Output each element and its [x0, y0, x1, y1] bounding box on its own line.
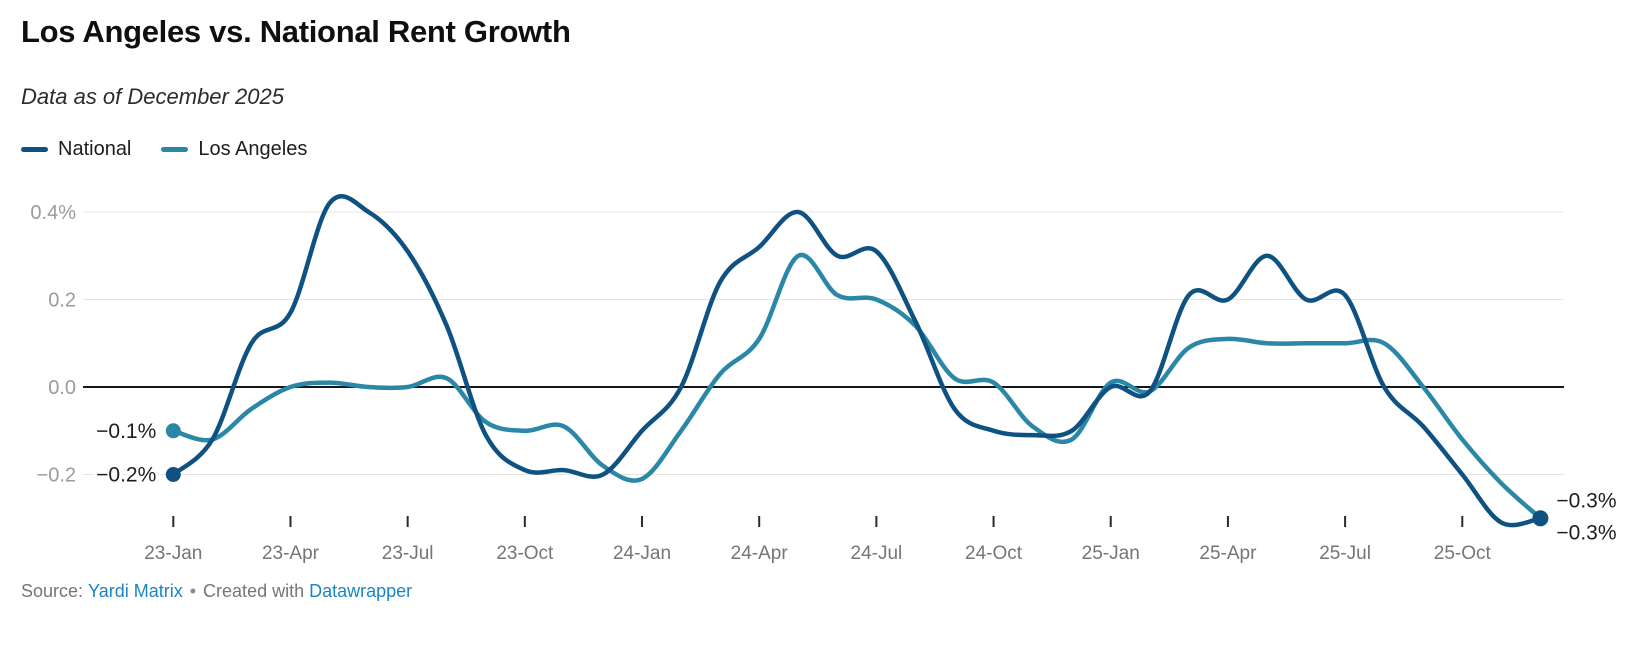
svg-text:−0.1%: −0.1%: [96, 420, 156, 443]
page-title: Los Angeles vs. National Rent Growth: [21, 14, 571, 49]
svg-text:24-Jul: 24-Jul: [851, 543, 903, 564]
x-axis-ticks-and-labels: 23-Jan 23-Apr 23-Jul 23-Oct 24-Jan 24-Apr 24-J…: [144, 516, 1492, 564]
svg-text:23-Apr: 23-Apr: [262, 543, 320, 564]
source-label: Source:: [21, 581, 84, 601]
svg-text:23-Jan: 23-Jan: [144, 543, 202, 564]
svg-text:23-Oct: 23-Oct: [496, 543, 554, 564]
attribution-bar: Source: Yardi Matrix • Created with Datawrap…: [21, 581, 412, 602]
svg-text:−0.3%: −0.3%: [1556, 521, 1616, 544]
series-endpoint-dots: [165, 423, 1549, 527]
svg-text:25-Oct: 25-Oct: [1434, 543, 1492, 564]
svg-text:24-Oct: 24-Oct: [965, 543, 1023, 564]
national-line-swatch: [21, 147, 48, 152]
svg-text:0.0: 0.0: [48, 377, 76, 399]
svg-text:−0.3%: −0.3%: [1556, 489, 1616, 512]
legend-item-los-angeles: Los Angeles: [161, 138, 307, 161]
svg-text:24-Apr: 24-Apr: [731, 543, 789, 564]
svg-text:−0.2%: −0.2%: [96, 464, 156, 487]
legend-label-los-angeles: Los Angeles: [198, 138, 308, 160]
los-angeles-line-swatch: [161, 147, 189, 152]
svg-text:25-Apr: 25-Apr: [1199, 543, 1257, 564]
chart-subtitle: Data as of December 2025: [21, 84, 284, 109]
svg-text:−0.2: −0.2: [37, 465, 76, 487]
svg-text:24-Jan: 24-Jan: [613, 543, 671, 564]
legend: National Los Angeles: [21, 138, 307, 161]
series-value-labels: −0.2% −0.3% −0.1% −0.3%: [93, 417, 1619, 548]
svg-text:25-Jul: 25-Jul: [1319, 543, 1371, 564]
legend-item-national: National: [21, 138, 131, 161]
source-link[interactable]: Yardi Matrix: [88, 581, 183, 601]
legend-label-national: National: [58, 138, 132, 160]
svg-text:25-Jan: 25-Jan: [1082, 543, 1140, 564]
separator-dot: •: [189, 581, 197, 601]
svg-text:0.2: 0.2: [48, 290, 76, 312]
created-with-label: Created with: [203, 581, 305, 601]
series-lines: [171, 194, 1543, 528]
svg-text:23-Jul: 23-Jul: [382, 543, 434, 564]
datawrapper-link[interactable]: Datawrapper: [309, 581, 413, 601]
svg-text:0.4%: 0.4%: [30, 202, 76, 224]
